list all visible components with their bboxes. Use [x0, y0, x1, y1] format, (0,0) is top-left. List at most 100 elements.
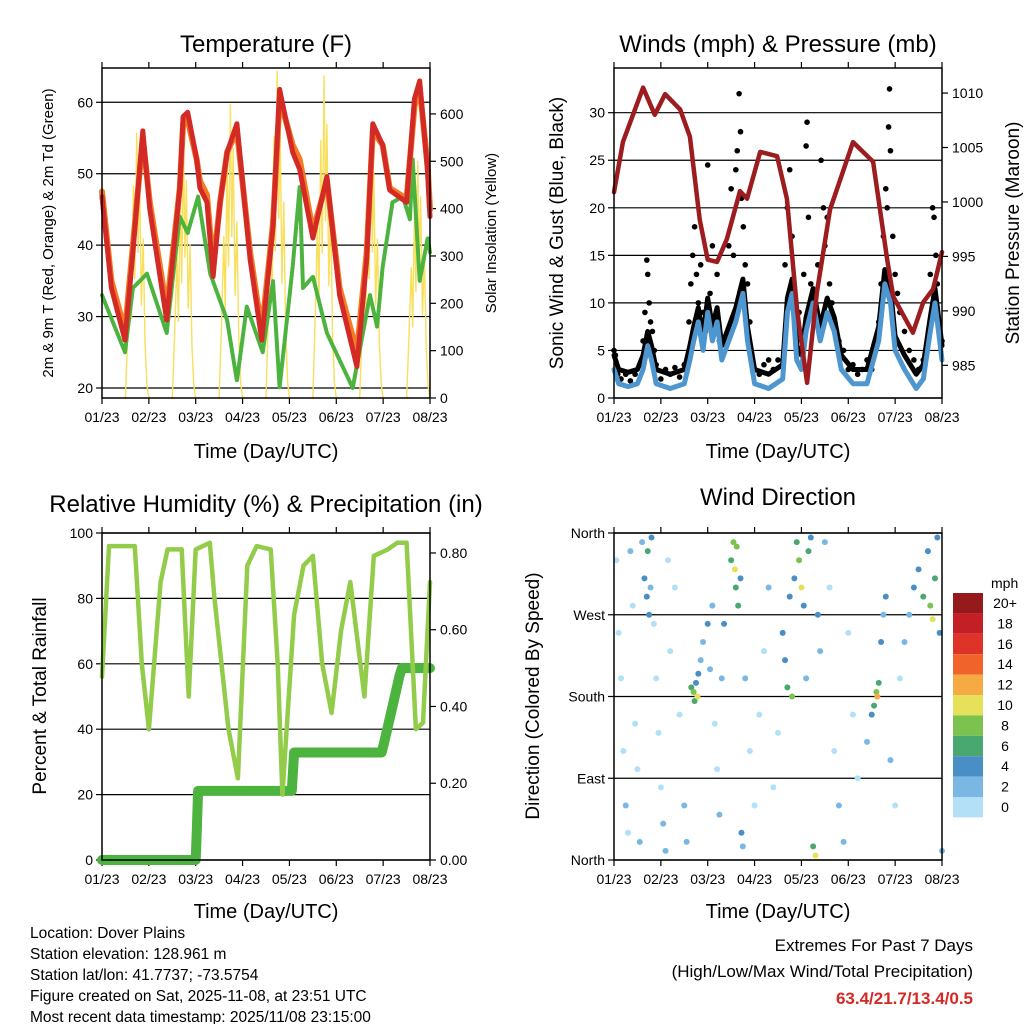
wind-direction-point [721, 620, 728, 627]
wind-direction-point [738, 829, 745, 836]
wind-direction-point [791, 575, 798, 582]
x-tick-label: 02/23 [131, 871, 166, 887]
gust-point [644, 271, 651, 278]
gust-point [894, 290, 901, 297]
wind-direction-point [878, 639, 885, 645]
wind-direction-point [915, 566, 922, 573]
legend-swatch [953, 613, 983, 634]
gust-point [929, 204, 936, 211]
wind-direction-point [849, 711, 856, 718]
y2-tick-label: 985 [952, 357, 976, 373]
winds-plot: 0 5 10 15 20 25 30 985 990 995 1000 1005 1010 01/23 02… [589, 62, 983, 425]
gust-point [756, 371, 763, 378]
gust-point [636, 361, 643, 368]
wind-direction-point [711, 720, 718, 727]
wind-direction-point [782, 657, 789, 664]
x-tick-label: 07/23 [366, 871, 401, 887]
wind-direction-point [730, 539, 737, 546]
y-tick-label: East [577, 770, 605, 786]
wind-direction-point [840, 838, 847, 845]
gust-point [644, 257, 650, 263]
x-tick-label: 04/23 [737, 871, 772, 887]
gust-point [933, 252, 939, 259]
wind-direction-point [831, 748, 838, 754]
temperature-xlabel: Time (Day/UTC) [194, 441, 339, 463]
legend-swatch [953, 674, 983, 695]
gust-point [911, 357, 917, 363]
gust-point [704, 162, 711, 168]
y-tick-label: 60 [77, 656, 93, 672]
wind-direction-point [810, 843, 817, 850]
wind-direction-point [629, 602, 636, 609]
x-tick-label: 05/23 [784, 871, 819, 887]
gust-point [728, 185, 734, 192]
gust-point [695, 300, 702, 306]
gust-point [649, 328, 656, 335]
solar-insolation-line [171, 141, 197, 399]
wind-direction-point [615, 629, 622, 636]
y2-tick-label: 100 [440, 343, 464, 359]
wind-direction-point [732, 584, 739, 591]
y-tick-label: 0 [85, 852, 93, 868]
plot-background [614, 68, 942, 398]
y2-tick-label: 0.80 [440, 545, 467, 561]
wind-direction-point [690, 688, 697, 695]
wind-direction-point [660, 820, 667, 827]
wind-direction-point [688, 684, 695, 691]
gust-point [808, 281, 814, 287]
gust-point [744, 281, 751, 287]
y2-tick-label: 1005 [952, 140, 983, 156]
wind-direction-point [700, 639, 707, 645]
wind-direction-point [845, 629, 852, 636]
wind-direction-point [882, 593, 889, 600]
wind-direction-point [835, 802, 842, 809]
wind-direction-point [697, 657, 704, 664]
wind-direction-point [709, 602, 716, 609]
winds-y2label: Station Pressure (Maroon) [1003, 122, 1024, 345]
gust-point [646, 300, 652, 306]
gust-point [927, 271, 934, 278]
gust-point [761, 361, 767, 368]
x-tick-label: 07/23 [878, 409, 913, 425]
gust-point [804, 119, 810, 126]
x-tick-label: 04/23 [225, 871, 260, 887]
legend-label: 2 [1001, 779, 1009, 795]
gust-point [845, 366, 852, 373]
gust-point [736, 90, 742, 97]
extremes-subtitle: (High/Low/Max Wind/Total Precipitation) [672, 962, 973, 981]
y-tick-label: North [571, 525, 605, 541]
temperature-y2label: Solar Insolation (Yellow) [483, 153, 500, 313]
gust-point [818, 157, 824, 164]
wind-direction-point [731, 566, 738, 573]
gust-point [901, 328, 908, 335]
legend-title: mph [991, 575, 1018, 591]
legend-label: 14 [997, 656, 1013, 672]
wind-direction-point [625, 829, 632, 836]
wind-direction-point [733, 543, 740, 550]
y-tick-label: 25 [589, 152, 605, 168]
humidity-title: Relative Humidity (%) & Precipitation (i… [49, 491, 482, 518]
wind-direction-point [643, 593, 650, 600]
gust-point [681, 361, 688, 368]
wind-direction-point [622, 802, 629, 809]
y-tick-label: 100 [70, 525, 94, 541]
wind-direction-point [765, 584, 772, 591]
wind-direction-point [627, 548, 634, 555]
x-tick-label: 04/23 [737, 409, 772, 425]
wind-direction-point [671, 584, 678, 591]
gust-point [709, 243, 716, 249]
wind-direction-point [760, 648, 767, 655]
wind-direction-point [648, 534, 655, 541]
solar-insolation-line [405, 160, 431, 399]
gust-point [676, 374, 683, 380]
wind-direction-point [826, 584, 833, 591]
wind-direction-point [800, 602, 807, 609]
gust-point [826, 281, 833, 287]
temperature-2m-line [99, 78, 433, 370]
gust-point [805, 214, 812, 221]
wind-direction-point [618, 675, 625, 682]
wind-direction-point [693, 679, 699, 686]
wind-direction-point [910, 584, 917, 591]
humidity-plot: 0 20 40 60 80 100 0.00 0.20 0.40 0.60 0.80 01/23 02/… [70, 525, 468, 887]
